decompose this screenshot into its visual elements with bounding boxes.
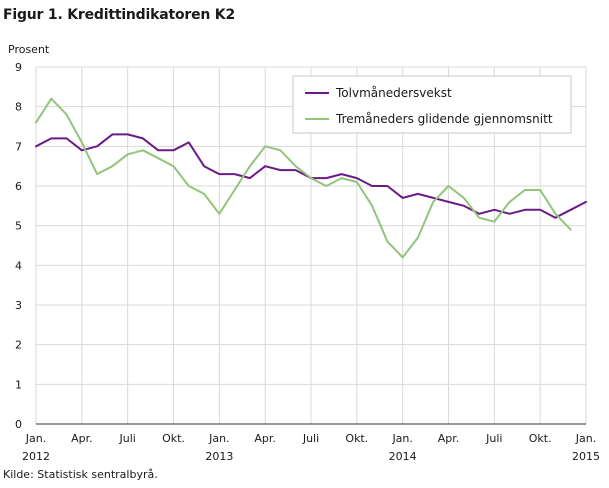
x-tick-label-month: Jan. bbox=[25, 432, 46, 445]
y-tick-label: 5 bbox=[15, 220, 22, 233]
y-tick-label: 0 bbox=[15, 418, 22, 431]
y-tick-label: 4 bbox=[15, 259, 22, 272]
x-tick-label-month: Apr. bbox=[438, 432, 460, 445]
x-tick-label-month: Okt. bbox=[529, 432, 552, 445]
y-tick-label: 8 bbox=[15, 101, 22, 114]
y-tick-label: 3 bbox=[15, 299, 22, 312]
axes: 0 1 2 3 4 5 6 7 8 9 Prosent Jan. 2012 Apr. Juli Okt. Jan… bbox=[8, 43, 600, 463]
x-tick-label-month: Juli bbox=[302, 432, 319, 445]
x-tick-label-month: Jan. bbox=[575, 432, 596, 445]
x-tick-label-month: Juli bbox=[485, 432, 502, 445]
y-tick-label: 2 bbox=[15, 339, 22, 352]
x-tick-label-month: Okt. bbox=[345, 432, 368, 445]
series-lines bbox=[35, 97, 587, 259]
x-tick-label-year: 2014 bbox=[389, 450, 417, 463]
source-note: Kilde: Statistisk sentralbyrå. bbox=[3, 468, 158, 481]
series-line-2 bbox=[35, 97, 572, 259]
legend-label-2: Tremåneders glidende gjennomsnitt bbox=[335, 112, 553, 126]
legend-box bbox=[292, 75, 572, 134]
y-axis-title: Prosent bbox=[8, 43, 50, 56]
y-tick-label: 6 bbox=[15, 180, 22, 193]
x-tick-label-month: Okt. bbox=[162, 432, 185, 445]
gridlines bbox=[35, 66, 587, 424]
legend: Tolvmånedersvekst Tremåneders glidende gj… bbox=[292, 75, 572, 134]
y-tick-label: 1 bbox=[15, 378, 22, 391]
legend-label-1: Tolvmånedersvekst bbox=[335, 86, 452, 100]
x-tick-label-month: Apr. bbox=[254, 432, 276, 445]
y-tick-label: 7 bbox=[15, 140, 22, 153]
y-tick-label: 9 bbox=[15, 61, 22, 74]
x-tick-label-month: Juli bbox=[119, 432, 136, 445]
chart-title: Figur 1. Kredittindikatoren K2 bbox=[3, 7, 236, 23]
x-tick-label-month: Apr. bbox=[71, 432, 93, 445]
x-tick-label-month: Jan. bbox=[391, 432, 412, 445]
x-tick-label-month: Jan. bbox=[208, 432, 229, 445]
x-tick-label-year: 2013 bbox=[205, 450, 233, 463]
x-tick-label-year: 2012 bbox=[22, 450, 50, 463]
x-tick-label-year: 2015 bbox=[572, 450, 600, 463]
